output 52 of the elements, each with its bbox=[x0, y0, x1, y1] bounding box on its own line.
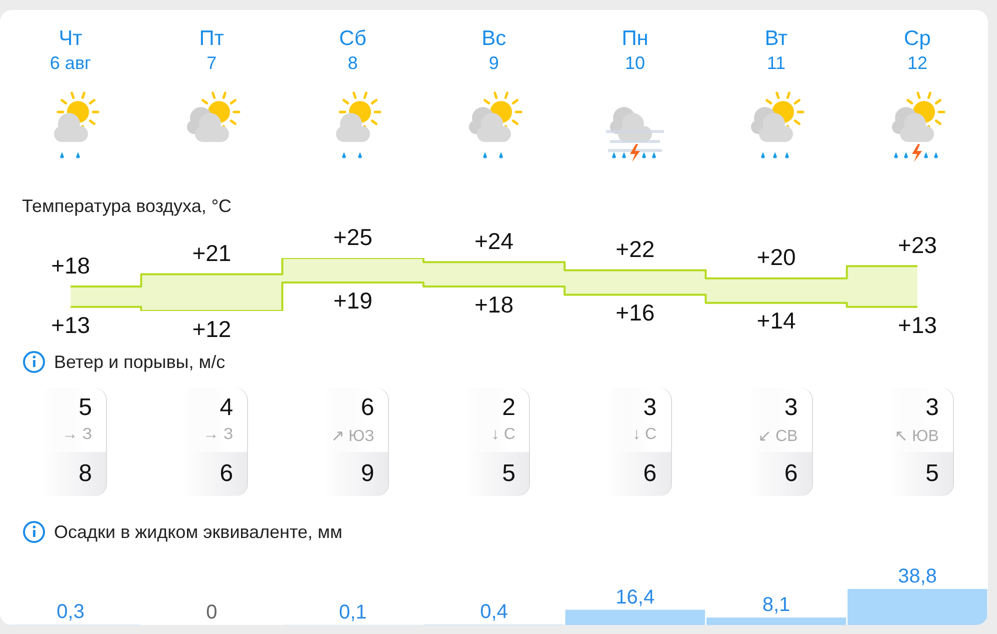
data-label: 6 bbox=[360, 394, 374, 422]
data-label: 8 bbox=[78, 460, 92, 488]
category-label: ↙ СВ bbox=[758, 427, 798, 446]
data-label: +22 bbox=[616, 236, 655, 262]
category-label: → З bbox=[62, 426, 92, 444]
data-label: 6 bbox=[784, 460, 798, 488]
x-tick-label: Сб 8 bbox=[338, 26, 368, 74]
data-label: 3 bbox=[643, 394, 657, 422]
x-tick-label: Пт 7 bbox=[198, 26, 225, 74]
chart-title: Осадки в жидком эквиваленте, мм bbox=[54, 522, 342, 542]
data-label: 3 bbox=[784, 394, 798, 422]
x-tick-label: Вт 11 bbox=[764, 26, 789, 74]
data-label: +20 bbox=[756, 244, 796, 270]
x-tick-label: Пн 10 bbox=[620, 26, 650, 74]
data-label: 6 bbox=[643, 460, 657, 488]
data-label: 4 bbox=[220, 394, 234, 422]
data-label: +23 bbox=[898, 232, 937, 258]
data-label: 9 bbox=[360, 460, 374, 488]
category-label: ↗ ЮЗ bbox=[331, 427, 374, 446]
data-label: +16 bbox=[616, 300, 655, 326]
data-label: 0,4 bbox=[480, 601, 508, 624]
data-label: +13 bbox=[898, 312, 937, 338]
data-label: 16,4 bbox=[616, 586, 655, 608]
data-label: +18 bbox=[51, 252, 90, 278]
x-tick-label: Чт 6 авг bbox=[48, 26, 92, 74]
category-label: ↓ С bbox=[632, 426, 657, 444]
data-label: +21 bbox=[192, 240, 232, 266]
data-label: 5 bbox=[925, 460, 939, 488]
data-label: +19 bbox=[333, 287, 372, 314]
data-label: 8,1 bbox=[762, 594, 790, 616]
data-label: +24 bbox=[474, 228, 514, 254]
data-label: 0 bbox=[206, 602, 218, 624]
category-label: → З bbox=[203, 426, 234, 444]
x-tick-label: Ср 12 bbox=[902, 26, 932, 74]
data-label: 38,8 bbox=[898, 566, 937, 588]
data-label: 5 bbox=[502, 460, 516, 488]
data-label: +13 bbox=[51, 312, 90, 338]
data-label: 6 bbox=[220, 460, 234, 488]
data-label: +18 bbox=[474, 291, 514, 318]
data-label: 0,1 bbox=[338, 601, 367, 624]
data-label: 2 bbox=[502, 394, 516, 422]
data-label: 5 bbox=[78, 394, 92, 422]
category-label: ↖ ЮВ bbox=[894, 427, 939, 446]
data-label: +14 bbox=[756, 308, 796, 334]
data-label: 3 bbox=[925, 394, 939, 422]
category-label: ↓ С bbox=[491, 426, 516, 444]
data-label: +25 bbox=[333, 224, 372, 250]
data-label: +12 bbox=[192, 316, 232, 342]
text: Ветер и порывы, м/с bbox=[54, 352, 226, 372]
x-tick-label: Вс 9 bbox=[480, 26, 508, 74]
chart-title: Температура воздуха, °C bbox=[22, 196, 232, 217]
data-label: 0,3 bbox=[56, 601, 84, 624]
